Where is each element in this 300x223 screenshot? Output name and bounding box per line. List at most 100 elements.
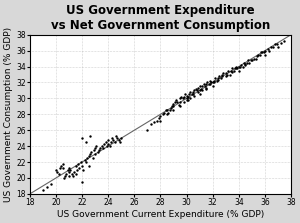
Point: [236, 69, 241, 72]
Point: [278, 41, 283, 44]
Point: [208, 82, 212, 86]
Point: [93, 146, 98, 149]
Point: [56, 172, 61, 176]
Point: [197, 85, 202, 88]
Point: [265, 47, 270, 51]
Point: [202, 85, 207, 88]
Point: [210, 81, 215, 84]
Point: [157, 116, 161, 120]
Point: [209, 81, 214, 84]
Point: [78, 160, 83, 164]
Point: [239, 63, 244, 67]
Point: [167, 109, 172, 112]
Point: [178, 97, 182, 100]
Point: [180, 97, 185, 100]
Point: [282, 39, 287, 43]
Point: [175, 101, 180, 104]
Point: [260, 50, 265, 54]
Point: [110, 136, 115, 140]
Point: [69, 172, 74, 176]
Point: [205, 81, 210, 84]
Title: US Government Expenditure
vs Net Government Consumption: US Government Expenditure vs Net Governm…: [51, 4, 270, 32]
Point: [70, 175, 75, 178]
Point: [225, 73, 230, 76]
Point: [59, 164, 64, 168]
Point: [171, 109, 176, 112]
Point: [114, 134, 118, 138]
Point: [104, 144, 109, 148]
Point: [259, 50, 263, 54]
Point: [223, 71, 228, 75]
Point: [152, 120, 156, 124]
Point: [226, 69, 231, 72]
Point: [199, 87, 203, 91]
Point: [242, 61, 246, 64]
Point: [213, 77, 218, 80]
Point: [97, 148, 101, 152]
Point: [230, 70, 235, 74]
Point: [219, 74, 224, 78]
Point: [98, 146, 103, 149]
Point: [212, 79, 216, 83]
Point: [178, 105, 182, 108]
Point: [188, 90, 193, 94]
Point: [200, 89, 205, 92]
Point: [215, 78, 220, 82]
Point: [170, 105, 175, 108]
Point: [234, 65, 239, 68]
Point: [229, 69, 233, 72]
Point: [106, 138, 111, 142]
Point: [243, 63, 248, 67]
Point: [245, 58, 250, 62]
Point: [212, 81, 216, 84]
Point: [204, 87, 208, 91]
Point: [238, 65, 242, 68]
Point: [176, 103, 181, 107]
Point: [93, 152, 98, 156]
Point: [145, 128, 150, 132]
Point: [40, 188, 45, 192]
Point: [84, 140, 88, 144]
Point: [196, 90, 201, 94]
Point: [188, 97, 193, 100]
Point: [63, 175, 68, 178]
Point: [191, 93, 196, 96]
Point: [81, 168, 86, 172]
Point: [166, 111, 171, 114]
Point: [234, 66, 239, 70]
Point: [200, 85, 205, 88]
Point: [182, 95, 186, 99]
Point: [182, 101, 186, 104]
Point: [44, 185, 49, 188]
Point: [171, 102, 176, 106]
Point: [240, 65, 245, 68]
Point: [218, 77, 223, 80]
Point: [256, 53, 261, 56]
Point: [74, 168, 79, 172]
Point: [73, 172, 78, 176]
Point: [163, 109, 168, 112]
Point: [64, 172, 69, 176]
Point: [236, 65, 241, 68]
Point: [217, 74, 222, 78]
Point: [243, 62, 248, 66]
Point: [274, 43, 279, 46]
Point: [67, 170, 71, 173]
Point: [197, 93, 202, 96]
Point: [210, 85, 215, 88]
Point: [99, 144, 104, 148]
Point: [204, 86, 208, 90]
Point: [80, 136, 85, 140]
Point: [58, 166, 62, 169]
Point: [172, 101, 177, 104]
Point: [88, 152, 92, 156]
Point: [185, 95, 190, 99]
Point: [196, 86, 201, 90]
Point: [158, 114, 163, 118]
Point: [86, 154, 91, 157]
Point: [149, 122, 154, 126]
Point: [111, 138, 116, 142]
Point: [107, 144, 112, 148]
Point: [214, 79, 219, 83]
Point: [187, 93, 192, 96]
